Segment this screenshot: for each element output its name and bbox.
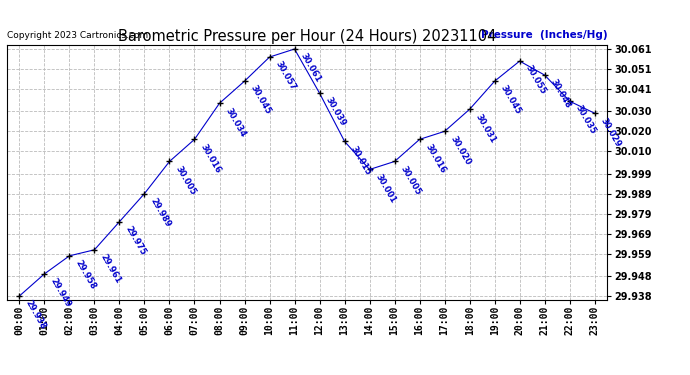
Text: Copyright 2023 Cartronics.com: Copyright 2023 Cartronics.com [7, 31, 148, 40]
Text: 29.938: 29.938 [23, 299, 48, 331]
Text: 30.039: 30.039 [324, 96, 348, 128]
Text: 29.949: 29.949 [48, 277, 72, 309]
Title: Barometric Pressure per Hour (24 Hours) 20231104: Barometric Pressure per Hour (24 Hours) … [118, 29, 496, 44]
Text: 29.975: 29.975 [124, 225, 148, 257]
Text: 30.045: 30.045 [248, 84, 273, 116]
Text: 29.989: 29.989 [148, 196, 172, 229]
Text: 30.029: 30.029 [599, 116, 622, 148]
Text: 30.001: 30.001 [374, 172, 397, 205]
Text: 30.045: 30.045 [499, 84, 523, 116]
Text: 30.016: 30.016 [199, 142, 223, 175]
Text: Pressure  (Inches/Hg): Pressure (Inches/Hg) [480, 30, 607, 40]
Text: 30.048: 30.048 [549, 78, 573, 110]
Text: 30.005: 30.005 [174, 164, 197, 196]
Text: 30.005: 30.005 [399, 164, 422, 196]
Text: 30.034: 30.034 [224, 106, 248, 138]
Text: 30.055: 30.055 [524, 64, 548, 96]
Text: 30.035: 30.035 [574, 104, 598, 136]
Text: 29.961: 29.961 [99, 253, 123, 285]
Text: 30.031: 30.031 [474, 112, 497, 144]
Text: 29.958: 29.958 [74, 259, 97, 291]
Text: 30.061: 30.061 [299, 52, 323, 84]
Text: 30.057: 30.057 [274, 60, 297, 92]
Text: 30.016: 30.016 [424, 142, 448, 175]
Text: 30.020: 30.020 [448, 134, 473, 166]
Text: 30.015: 30.015 [348, 144, 373, 177]
